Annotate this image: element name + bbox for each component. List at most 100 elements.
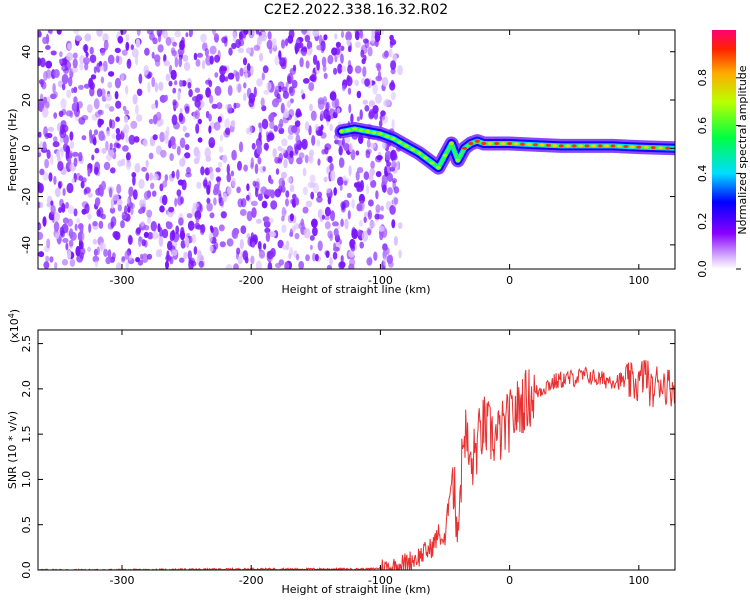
- snr-y-tick-label: 1.5: [20, 425, 33, 443]
- noise-blob: [96, 209, 101, 217]
- noise-blob: [79, 241, 84, 250]
- noise-blob: [217, 116, 222, 123]
- noise-blob: [141, 166, 148, 172]
- noise-blob: [50, 50, 57, 56]
- noise-blob: [304, 34, 311, 43]
- noise-blob: [213, 197, 217, 206]
- noise-blob: [224, 76, 229, 82]
- snr-x-tick-label: -300: [110, 574, 135, 587]
- noise-blob: [138, 73, 143, 84]
- noise-blob: [289, 86, 295, 97]
- noise-blob: [76, 254, 84, 263]
- snr-plot-frame: [37, 329, 676, 571]
- noise-blob: [340, 45, 345, 51]
- noise-blob: [303, 228, 311, 239]
- noise-blob: [374, 31, 381, 43]
- trace-hotspot: [481, 141, 487, 146]
- noise-blob: [226, 163, 230, 175]
- noise-blob: [312, 30, 320, 37]
- noise-blob: [370, 179, 377, 188]
- noise-blob: [110, 198, 114, 210]
- noise-blob: [259, 124, 263, 135]
- colorbar-gradient: [712, 30, 736, 269]
- noise-blob: [281, 206, 286, 218]
- noise-blob: [176, 169, 180, 180]
- noise-blob: [91, 154, 95, 161]
- noise-blob: [164, 94, 168, 102]
- spectrogram-x-label: Height of straight line (km): [281, 283, 430, 296]
- noise-blob: [359, 30, 363, 39]
- noise-blob: [79, 247, 86, 256]
- noise-blob: [159, 131, 165, 143]
- noise-blob: [364, 39, 370, 49]
- trace-hotspot: [449, 141, 454, 146]
- snr-y-tick-label: 0.0: [20, 561, 33, 579]
- noise-blob: [300, 89, 304, 95]
- noise-blob: [133, 136, 140, 143]
- noise-blob: [135, 257, 141, 263]
- noise-blob: [295, 253, 300, 261]
- noise-blob: [200, 166, 205, 176]
- signal-trace: [334, 122, 675, 175]
- noise-blob: [289, 98, 294, 104]
- noise-blob: [164, 174, 169, 182]
- noise-blob: [87, 168, 91, 177]
- noise-blob: [263, 89, 270, 95]
- noise-blob: [87, 213, 92, 220]
- noise-blob: [336, 107, 341, 114]
- noise-blob: [215, 176, 222, 182]
- noise-blob: [205, 79, 211, 85]
- noise-blob: [103, 161, 111, 171]
- noise-blob: [125, 159, 131, 171]
- noise-blob: [327, 155, 333, 164]
- noise-blob: [100, 48, 106, 56]
- noise-blob: [214, 72, 219, 78]
- noise-blob: [56, 30, 62, 35]
- noise-blob: [209, 225, 213, 231]
- noise-blob: [246, 47, 252, 54]
- noise-blob: [109, 142, 113, 150]
- noise-blob: [283, 158, 288, 169]
- noise-blob: [333, 67, 338, 75]
- noise-blob: [275, 262, 282, 269]
- noise-blob: [305, 254, 310, 262]
- noise-blob: [275, 96, 282, 103]
- noise-blob: [243, 164, 249, 172]
- noise-blob: [197, 137, 203, 143]
- noise-blob: [387, 187, 393, 196]
- noise-blob: [168, 80, 173, 87]
- noise-blob: [233, 263, 239, 269]
- noise-blob: [134, 163, 141, 173]
- trace-hotspot: [455, 158, 461, 162]
- snr-panel: -300 -200 -100 0 100 0.0 0.5 1.0 1.5 2.0 2.5 Heig…: [6, 309, 676, 596]
- noise-blob: [169, 153, 174, 162]
- noise-blob: [268, 217, 274, 224]
- trace-hotspot: [650, 146, 656, 150]
- noise-blob: [100, 213, 106, 220]
- noise-blob: [138, 236, 143, 242]
- noise-blob: [102, 134, 106, 141]
- noise-blob: [314, 253, 319, 262]
- noise-blob: [176, 189, 182, 197]
- noise-blob: [282, 111, 290, 119]
- noise-blob: [364, 105, 370, 112]
- noise-blob: [222, 192, 228, 203]
- trace-hotspot: [500, 141, 506, 146]
- noise-blob: [325, 188, 331, 194]
- noise-blob: [174, 197, 178, 207]
- noise-blob: [109, 207, 116, 214]
- noise-blob: [371, 32, 375, 44]
- noise-blob: [194, 210, 202, 221]
- noise-blob: [344, 135, 350, 146]
- noise-blob: [343, 180, 348, 186]
- spectrogram-y-tick-label: 40: [20, 45, 33, 59]
- noise-blob: [194, 99, 201, 108]
- noise-blob: [115, 262, 122, 269]
- noise-blob: [101, 147, 107, 154]
- noise-blob: [337, 63, 343, 74]
- noise-blob: [80, 180, 85, 189]
- noise-blob: [181, 179, 187, 191]
- noise-blob: [289, 213, 294, 222]
- noise-blob: [358, 220, 363, 227]
- noise-blob: [55, 233, 60, 239]
